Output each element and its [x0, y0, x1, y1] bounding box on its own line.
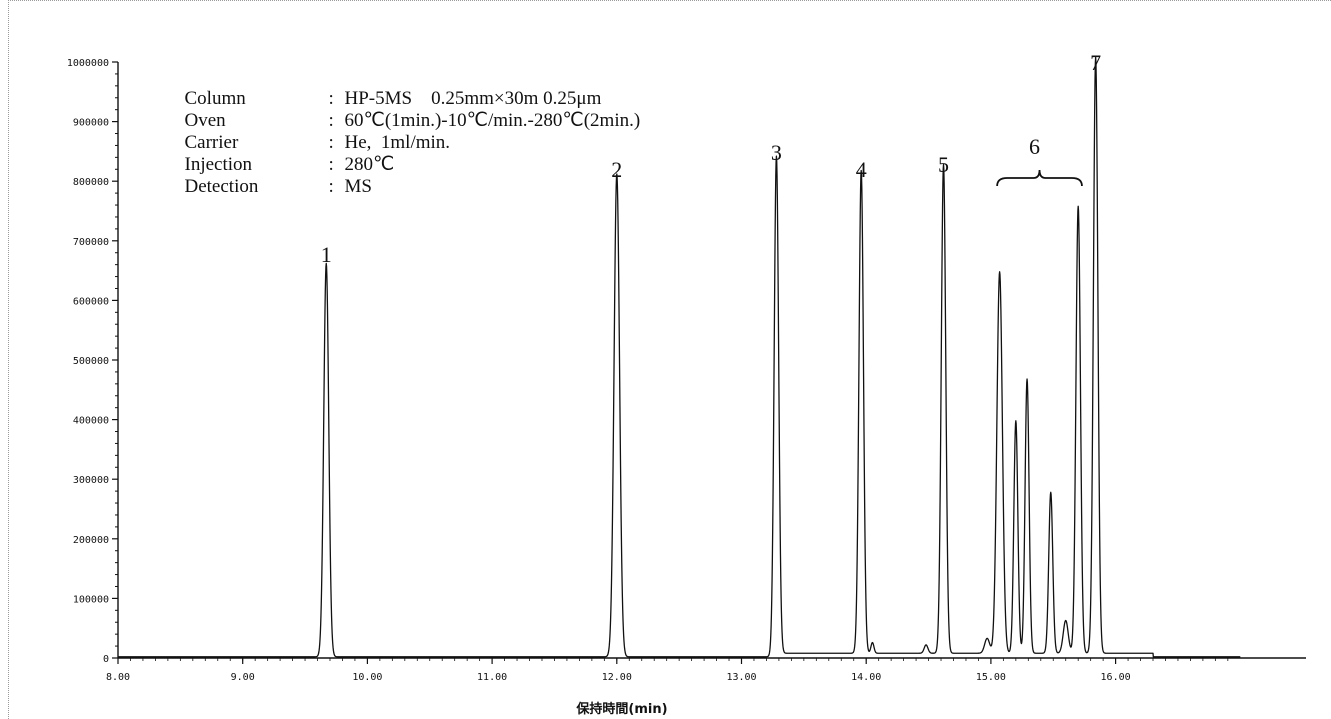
method-label-injection: Injection — [184, 154, 253, 175]
x-axis-label: 保持時間(min) — [575, 701, 667, 717]
method-value-column: HP-5MS 0.25mm×30m 0.25μm — [344, 88, 602, 109]
method-row-detection: Detection: MS — [156, 154, 372, 220]
y-tick-label: 100000 — [73, 594, 109, 605]
y-axis-ticks: 0 100000 200000 300000 400000 500000 600000 700… — [67, 58, 118, 665]
y-tick-label: 900000 — [73, 118, 109, 129]
method-value-carrier: He, 1ml/min. — [344, 132, 451, 153]
y-tick-label: 0 — [103, 654, 109, 665]
method-label-detection: Detection — [184, 176, 259, 197]
peak-label-1: 1 — [321, 242, 332, 267]
method-sep: : — [328, 176, 334, 197]
x-tick-label: 12.00 — [602, 672, 632, 683]
x-tick-label: 15.00 — [976, 672, 1006, 683]
x-tick-label: 10.00 — [352, 672, 382, 683]
method-label-column: Column — [184, 88, 246, 109]
method-sep: : — [328, 154, 334, 175]
x-tick-label: 13.00 — [726, 672, 756, 683]
x-tick-label: 16.00 — [1101, 672, 1131, 683]
y-tick-label: 300000 — [73, 475, 109, 486]
method-value-injection: 280℃ — [344, 154, 395, 175]
chromatogram-trace — [117, 56, 1241, 658]
method-sep: : — [328, 110, 334, 131]
method-label-oven: Oven — [184, 110, 226, 131]
method-row-carrier: Carrier: He, 1ml/min. — [156, 110, 451, 176]
peak-6-bracket — [996, 169, 1083, 187]
method-sep: : — [328, 132, 334, 153]
x-axis-ticks: 8.00 9.00 10.00 11.00 12.00 13.00 14.00 15.00 16… — [106, 658, 1229, 683]
y-tick-label: 200000 — [73, 535, 109, 546]
x-tick-label: 9.00 — [231, 672, 255, 683]
frame-border-top — [8, 0, 1331, 2]
method-label-carrier: Carrier — [184, 132, 239, 153]
x-tick-label: 8.00 — [106, 672, 130, 683]
frame-border-left — [8, 0, 10, 719]
method-row-column: Column: HP-5MS 0.25mm×30m 0.25μm — [156, 66, 602, 132]
y-tick-label: 600000 — [73, 296, 109, 307]
peak-labels: 1 2 3 4 5 6 7 — [321, 50, 1101, 267]
peak-label-4: 4 — [856, 157, 867, 182]
peak-label-5: 5 — [938, 152, 949, 177]
method-sep: : — [328, 88, 334, 109]
y-tick-label: 700000 — [73, 237, 109, 248]
y-tick-label: 800000 — [73, 177, 109, 188]
peak-label-3: 3 — [771, 140, 782, 165]
x-tick-label: 11.00 — [477, 672, 507, 683]
x-tick-label: 14.00 — [851, 672, 881, 683]
method-row-injection: Injection:280℃ — [156, 132, 395, 198]
y-tick-label: 1000000 — [67, 58, 109, 69]
method-row-oven: Oven:60℃(1min.)-10℃/min.-280℃(2min.) — [156, 88, 641, 154]
peak-label-7: 7 — [1090, 50, 1101, 75]
y-tick-label: 400000 — [73, 416, 109, 427]
y-tick-label: 500000 — [73, 356, 109, 367]
method-value-detection: MS — [344, 176, 372, 197]
peak-label-6: 6 — [1029, 134, 1040, 159]
method-value-oven: 60℃(1min.)-10℃/min.-280℃(2min.) — [344, 110, 641, 131]
peak-label-2: 2 — [611, 157, 622, 182]
